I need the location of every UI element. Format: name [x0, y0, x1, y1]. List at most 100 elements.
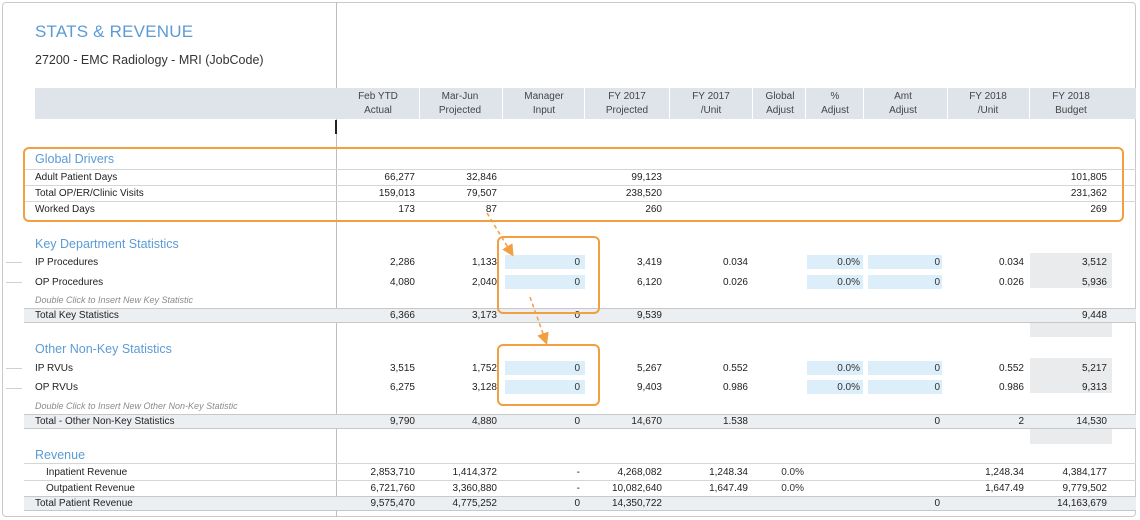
cell-mar-jun[interactable]: 3,128 — [471, 382, 497, 393]
amt-adjust-value: 0 — [934, 277, 940, 288]
insert-key-statistic-hint[interactable]: Double Click to Insert New Key Statistic — [35, 295, 194, 305]
frozen-pane-divider — [336, 2, 337, 517]
cell-mar-jun[interactable]: 32,846 — [466, 172, 497, 183]
cell-fy18-unit[interactable]: 0.026 — [998, 277, 1024, 288]
column-header[interactable]: % Adjust — [808, 90, 862, 118]
cell-amt-adjust: 0 — [934, 416, 940, 427]
column-header[interactable]: Mar-Jun Projected — [422, 90, 498, 118]
cell-mar-jun[interactable]: 79,507 — [466, 188, 497, 199]
column-header[interactable]: Manager Input — [505, 90, 583, 118]
pct-adjust-cell[interactable] — [807, 255, 863, 269]
cell-manager-input[interactable]: - — [576, 483, 580, 494]
manager-input-value: 0 — [574, 382, 580, 393]
cell-feb-ytd[interactable]: 66,277 — [384, 172, 415, 183]
column-header[interactable]: FY 2017/Unit — [672, 90, 750, 118]
manager-input-value: 0 — [574, 257, 580, 268]
cell-fy18-unit[interactable]: 0.034 — [998, 257, 1024, 268]
row-label-outpatient-revenue: Outpatient Revenue — [46, 483, 135, 494]
cell-fy18-budget[interactable]: 4,384,177 — [1062, 467, 1108, 478]
cell-mar-jun[interactable]: 87 — [485, 204, 497, 215]
cell-fy17-unit[interactable]: 0.552 — [722, 363, 748, 374]
column-header[interactable]: FY 2018/Unit — [950, 90, 1026, 118]
cell-fy17-projected[interactable]: 6,120 — [636, 277, 662, 288]
cell-fy17-projected[interactable]: 9,403 — [636, 382, 662, 393]
cell-fy17-unit[interactable]: 1,248.34 — [709, 467, 748, 478]
cell-fy17-unit[interactable]: 0.986 — [722, 382, 748, 393]
cell-fy17-unit[interactable]: 0.026 — [722, 277, 748, 288]
manager-input-cell[interactable] — [505, 275, 585, 289]
cell-fy17-projected[interactable]: 4,268,082 — [617, 467, 663, 478]
column-separator — [863, 88, 864, 119]
cell-global-adjust[interactable]: 0.0% — [781, 467, 804, 478]
total-row-band — [24, 414, 1136, 429]
row-stub — [6, 282, 22, 283]
cell-fy17-projected[interactable]: 5,267 — [636, 363, 662, 374]
cell-fy18-budget[interactable]: 3,512 — [1081, 257, 1107, 268]
cell-fy17-unit[interactable]: 0.034 — [722, 257, 748, 268]
cell-mar-jun[interactable]: 1,133 — [471, 257, 497, 268]
cell-feb-ytd[interactable]: 6,721,760 — [370, 483, 416, 494]
cell-fy17-projected[interactable]: 238,520 — [625, 188, 662, 199]
cell-fy18-budget[interactable]: 9,313 — [1081, 382, 1107, 393]
amt-adjust-cell[interactable] — [868, 361, 942, 375]
cell-mar-jun[interactable]: 1,752 — [471, 363, 497, 374]
amt-adjust-cell[interactable] — [868, 380, 942, 394]
pct-adjust-cell[interactable] — [807, 361, 863, 375]
cell-feb-ytd[interactable]: 173 — [398, 204, 415, 215]
column-separator — [1029, 88, 1030, 119]
amt-adjust-cell[interactable] — [868, 255, 942, 269]
column-header-line2: /Unit — [977, 105, 999, 116]
cell-fy17-projected[interactable]: 10,082,640 — [611, 483, 662, 494]
cell-fy18-budget[interactable]: 231,362 — [1070, 188, 1107, 199]
column-header[interactable]: FY 2018 Budget — [1032, 90, 1110, 118]
cell-fy18-unit[interactable]: 1,647.49 — [985, 483, 1024, 494]
cell-fy18-budget[interactable]: 5,936 — [1081, 277, 1107, 288]
cell-feb-ytd: 9,790 — [389, 416, 415, 427]
row-label-total-other-statistics: Total - Other Non-Key Statistics — [35, 416, 175, 427]
column-header[interactable]: FY 2017 Projected — [587, 90, 667, 118]
cell-fy17-unit[interactable]: 1,647.49 — [709, 483, 748, 494]
cell-fy18-budget[interactable]: 9,779,502 — [1062, 483, 1108, 494]
row-label-worked-days: Worked Days — [35, 204, 95, 215]
section-revenue: Revenue — [35, 448, 86, 462]
cell-fy18-budget: 9,448 — [1081, 310, 1107, 321]
global-drivers-highlight — [23, 147, 1124, 222]
cell-manager-input[interactable]: - — [576, 467, 580, 478]
cell-feb-ytd[interactable]: 3,515 — [389, 363, 415, 374]
column-header[interactable]: Feb YTD Actual — [340, 90, 416, 118]
insert-non-key-statistic-hint[interactable]: Double Click to Insert New Other Non-Key… — [35, 401, 238, 411]
cell-feb-ytd[interactable]: 2,853,710 — [370, 467, 416, 478]
manager-input-cell[interactable] — [505, 380, 585, 394]
cell-fy18-unit[interactable]: 0.552 — [998, 363, 1024, 374]
cell-feb-ytd[interactable]: 6,275 — [389, 382, 415, 393]
column-header-line2: Budget — [1055, 105, 1087, 116]
manager-input-cell[interactable] — [505, 361, 585, 375]
amt-adjust-cell[interactable] — [868, 275, 942, 289]
cell-mar-jun[interactable]: 2,040 — [471, 277, 497, 288]
column-header[interactable]: Amt Adjust — [866, 90, 940, 118]
column-separator — [419, 88, 420, 119]
cell-fy17-projected[interactable]: 99,123 — [631, 172, 662, 183]
column-header[interactable]: Global Adjust — [755, 90, 805, 118]
column-header-line1: Manager — [524, 91, 564, 102]
column-header-line1: Amt — [894, 91, 912, 102]
column-header-line2: Projected — [438, 105, 482, 116]
department-subtitle: 27200 - EMC Radiology - MRI (JobCode) — [35, 53, 264, 67]
cell-fy18-budget[interactable]: 269 — [1090, 204, 1107, 215]
cell-fy18-budget[interactable]: 5,217 — [1081, 363, 1107, 374]
cell-global-adjust[interactable]: 0.0% — [781, 483, 804, 494]
cell-fy18-budget[interactable]: 101,805 — [1070, 172, 1107, 183]
manager-input-cell[interactable] — [505, 255, 585, 269]
cell-feb-ytd[interactable]: 159,013 — [378, 188, 415, 199]
pct-adjust-cell[interactable] — [807, 275, 863, 289]
cell-fy18-unit[interactable]: 0.986 — [998, 382, 1024, 393]
cell-feb-ytd[interactable]: 4,080 — [389, 277, 415, 288]
cell-fy18-unit[interactable]: 1,248.34 — [985, 467, 1024, 478]
cell-fy17-projected[interactable]: 260 — [645, 204, 662, 215]
cell-fy17-projected[interactable]: 3,419 — [636, 257, 662, 268]
column-header-line1: FY 2017 — [608, 91, 646, 102]
pct-adjust-cell[interactable] — [807, 380, 863, 394]
cell-mar-jun[interactable]: 3,360,880 — [452, 483, 498, 494]
cell-mar-jun[interactable]: 1,414,372 — [452, 467, 498, 478]
cell-feb-ytd[interactable]: 2,286 — [389, 257, 415, 268]
